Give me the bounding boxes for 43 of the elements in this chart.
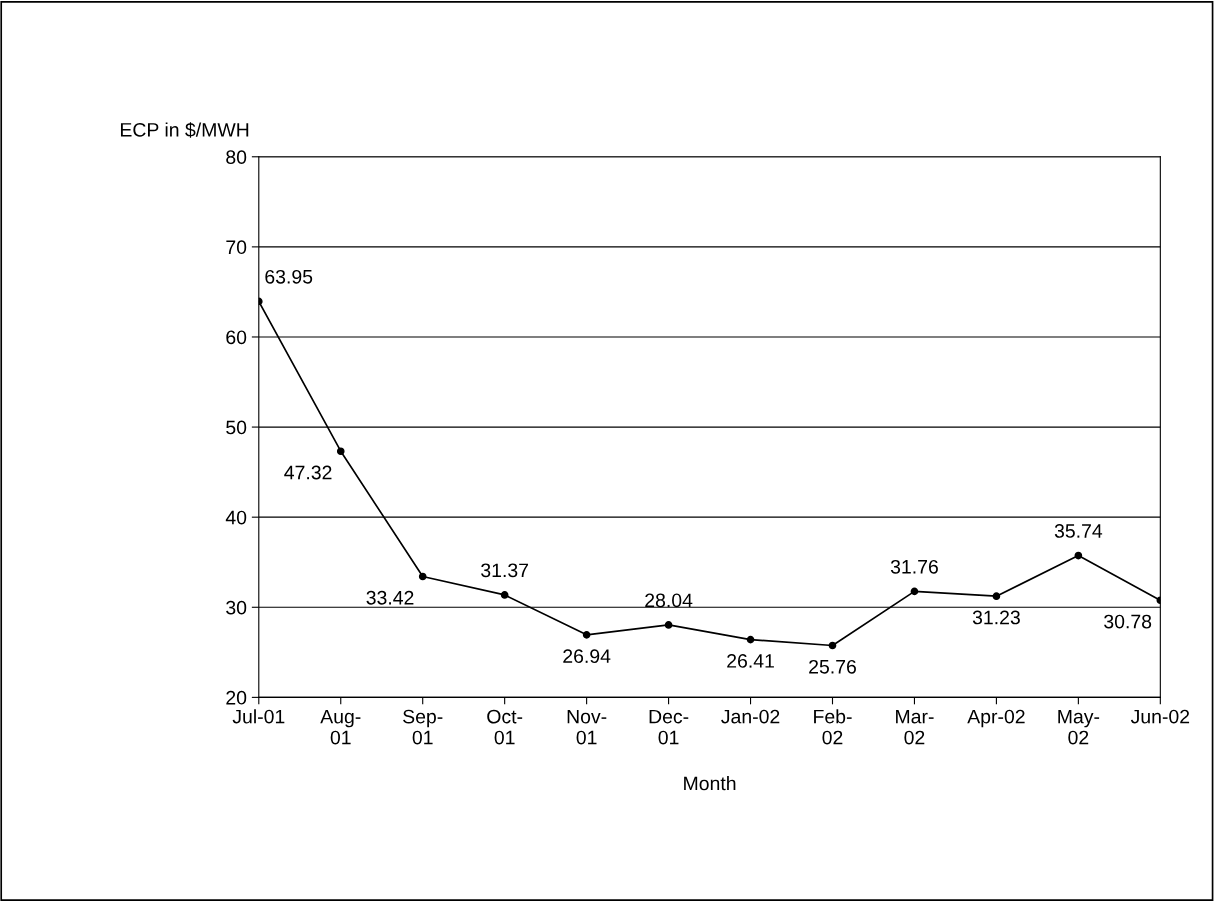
x-tick-label: May- 02 xyxy=(1058,709,1100,745)
x-tick-label: Oct- 01 xyxy=(487,709,523,745)
y-tick-label: 50 xyxy=(226,420,247,435)
data-label: 28.04 xyxy=(645,593,693,608)
data-label: 31.76 xyxy=(890,559,938,574)
y-tick-label: 30 xyxy=(226,600,247,615)
x-tick-label: Jan-02 xyxy=(721,709,780,724)
x-tick-label: Sep- 01 xyxy=(403,709,443,745)
point xyxy=(664,621,673,629)
y-tick-label: 70 xyxy=(226,240,247,255)
point xyxy=(746,635,755,644)
x-tick-label: Dec- 01 xyxy=(649,709,689,745)
data-label: 63.95 xyxy=(265,269,313,284)
point xyxy=(500,591,509,599)
data-label: 33.42 xyxy=(366,590,414,605)
x-tick-label: Mar- 02 xyxy=(896,709,934,745)
point xyxy=(910,587,919,596)
y-tick-label: 20 xyxy=(226,690,247,705)
x-tick-label: Jun-02 xyxy=(1130,709,1190,724)
x-tick-label: Aug- 01 xyxy=(320,709,361,745)
x-tick-label: Nov- 01 xyxy=(567,709,607,745)
y-tick-label: 40 xyxy=(225,510,247,525)
point xyxy=(828,641,837,650)
y-axis-title: ECP in $/MWH xyxy=(120,122,249,138)
point xyxy=(336,447,345,456)
y-tick-label: 80 xyxy=(226,150,247,165)
point xyxy=(1074,551,1083,560)
data-label: 30.78 xyxy=(1104,614,1152,629)
data-label: 26.41 xyxy=(727,654,774,668)
point xyxy=(992,592,1001,601)
point xyxy=(582,631,591,639)
data-label: 25.76 xyxy=(809,659,856,674)
data-label: 31.23 xyxy=(972,610,1020,625)
y-tick-label: 60 xyxy=(226,330,247,345)
data-label: 31.37 xyxy=(481,563,529,578)
point xyxy=(418,572,427,581)
x-tick-label: Apr-02 xyxy=(967,709,1025,728)
data-label: 47.32 xyxy=(284,465,332,480)
data-label: 26.94 xyxy=(563,649,611,664)
x-tick-label: Feb- 02 xyxy=(814,709,852,745)
x-tick-label: Jul-01 xyxy=(232,709,285,724)
data-label: 35.74 xyxy=(1054,524,1103,538)
x-axis-title: Month xyxy=(684,776,736,791)
